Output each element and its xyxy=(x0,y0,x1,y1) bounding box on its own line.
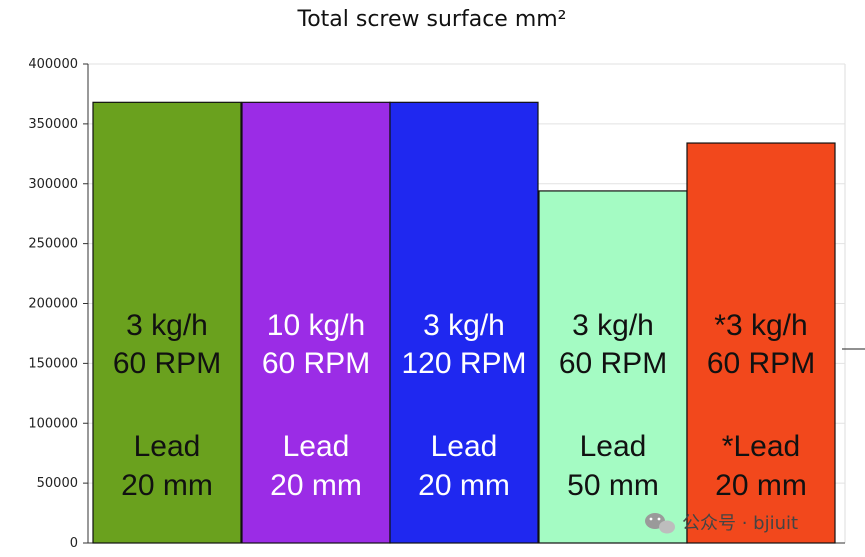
bar xyxy=(92,101,242,544)
bar-label: 60 RPM xyxy=(707,347,815,380)
bar-group: 3 kg/h 60 RPM Lead 50 mm xyxy=(538,190,688,544)
y-tick-label: 50000 xyxy=(37,476,78,491)
y-tick-label: 350000 xyxy=(28,117,78,132)
bar-label: 20 mm xyxy=(121,469,213,502)
bar-label: *3 kg/h xyxy=(714,309,807,342)
bar xyxy=(538,190,688,544)
bar-label: 20 mm xyxy=(715,469,807,502)
y-tick-label: 300000 xyxy=(28,177,78,192)
watermark-text: 公众号 · bjiuit xyxy=(682,513,798,534)
bar-label: 3 kg/h xyxy=(572,309,654,342)
bar-group: 3 kg/h 120 RPM Lead 20 mm xyxy=(389,101,539,544)
bar-label: 20 mm xyxy=(418,469,510,502)
y-tick-label: 400000 xyxy=(28,57,78,72)
bar xyxy=(686,142,836,544)
chart-title: Total screw surface mm² xyxy=(297,7,567,32)
bar-label: 60 RPM xyxy=(559,347,667,380)
bar-label: 60 RPM xyxy=(262,347,370,380)
bar-group: 3 kg/h 60 RPM Lead 20 mm xyxy=(92,101,242,544)
bar-label: Lead xyxy=(283,430,350,463)
bar-label: 60 RPM xyxy=(113,347,221,380)
bar xyxy=(241,101,391,544)
y-tick-label: 150000 xyxy=(28,356,78,371)
wechat-icon xyxy=(645,513,675,534)
y-tick-label: 100000 xyxy=(28,416,78,431)
bar-label: 10 kg/h xyxy=(267,309,365,342)
bar-label: *Lead xyxy=(722,430,800,463)
y-axis: 0 50000 100000 150000 200000 250000 300000 3500… xyxy=(28,57,845,551)
bar-label: 3 kg/h xyxy=(423,309,505,342)
bar-label: 50 mm xyxy=(567,469,659,502)
bar-group: 10 kg/h 60 RPM Lead 20 mm xyxy=(241,101,391,544)
y-tick-label: 200000 xyxy=(28,297,78,312)
bar xyxy=(389,101,539,544)
watermark: 公众号 · bjiuit xyxy=(645,513,798,534)
y-tick-label: 250000 xyxy=(28,237,78,252)
bar-group: *3 kg/h 60 RPM *Lead 20 mm xyxy=(686,142,836,544)
y-tick-label: 0 xyxy=(70,536,78,551)
bar-label: Lead xyxy=(580,430,647,463)
bar-label: 120 RPM xyxy=(401,347,526,380)
bar-label: 3 kg/h xyxy=(126,309,208,342)
bar-label: Lead xyxy=(431,430,498,463)
bars: 3 kg/h 60 RPM Lead 20 mm 10 kg/h 60 RPM Lead 20… xyxy=(92,101,836,544)
bar-label: Lead xyxy=(134,430,201,463)
bar-label: 20 mm xyxy=(270,469,362,502)
